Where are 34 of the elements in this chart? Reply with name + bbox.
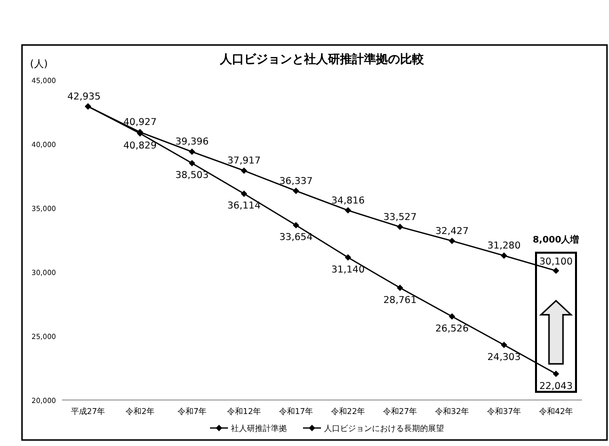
data-label: 40,927 — [123, 117, 157, 128]
data-label: 32,427 — [435, 226, 469, 237]
data-label: 31,280 — [487, 240, 521, 252]
data-label: 22,043 — [539, 380, 573, 392]
data-label: 39,396 — [175, 136, 209, 148]
x-tick-label: 令和7年 — [177, 407, 207, 416]
x-tick-label: 令和37年 — [486, 407, 522, 416]
data-label: 34,816 — [331, 195, 365, 206]
annotation: 8,000人増 — [532, 234, 580, 246]
y-axis-title: (人) — [30, 59, 48, 70]
data-label: 33,527 — [383, 212, 417, 223]
x-tick-label: 令和42年 — [538, 407, 574, 416]
data-label: 30,100 — [539, 256, 573, 268]
data-label: 36,337 — [279, 176, 313, 187]
x-tick-label: 令和32年 — [434, 407, 470, 416]
x-tick-label: 令和2年 — [125, 407, 155, 416]
data-label: 40,829 — [123, 140, 157, 152]
data-label: 42,935 — [67, 91, 101, 102]
x-tick-label: 令和12年 — [226, 407, 262, 416]
x-tick-label: 令和17年 — [278, 407, 314, 416]
data-label: 24,303 — [487, 352, 521, 363]
data-label: 28,761 — [383, 294, 417, 306]
data-label: 31,140 — [331, 264, 365, 276]
x-tick-label: 令和22年 — [330, 407, 366, 416]
data-label: 36,114 — [227, 200, 261, 212]
data-label: 26,526 — [435, 323, 469, 334]
x-tick-label: 令和27年 — [382, 407, 418, 416]
chart-title: 人口ビジョンと社人研推計準拠の比較 — [219, 52, 425, 66]
x-tick-label: 平成27年 — [70, 407, 106, 416]
data-label: 38,503 — [175, 170, 209, 182]
legend-label: 社人研推計準拠 — [231, 424, 287, 433]
data-label: 33,654 — [279, 232, 313, 244]
legend-label: 人口ビジョンにおける長期的展望 — [324, 424, 444, 433]
data-label: 37,917 — [227, 156, 261, 167]
